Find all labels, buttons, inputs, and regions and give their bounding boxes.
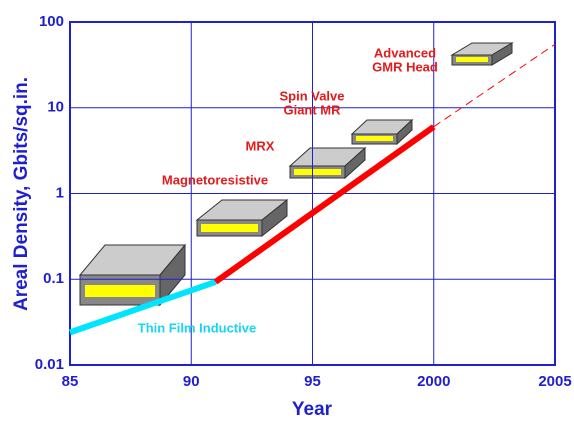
series-line <box>433 43 556 128</box>
x-axis-title: Year <box>292 399 333 420</box>
series-label: Thin Film Inductive <box>138 320 256 335</box>
series-line <box>69 279 217 336</box>
x-tick-label: 2000 <box>417 373 450 390</box>
x-tick-label: 90 <box>183 373 200 390</box>
y-axis-title: Areal Density, Gbits/sq.in. <box>11 77 32 311</box>
x-tick-label: 85 <box>62 373 79 390</box>
x-tick-label: 2005 <box>538 373 571 390</box>
annotation: Spin Valve <box>279 88 344 103</box>
head-icons <box>78 42 514 307</box>
plot-frame <box>69 21 556 366</box>
annotation: Advanced <box>374 45 436 60</box>
annotation: Giant MR <box>283 102 341 117</box>
y-tick-label: 0.1 <box>43 270 64 287</box>
y-tick-label: 10 <box>47 99 64 116</box>
annotation: MRX <box>246 138 275 153</box>
annotation: Magnetoresistive <box>162 172 268 187</box>
x-tick-label: 95 <box>304 373 321 390</box>
y-tick-label: 0.01 <box>35 356 64 373</box>
series-line <box>213 124 436 285</box>
y-tick-label: 1 <box>56 184 64 201</box>
annotation: GMR Head <box>372 59 438 74</box>
y-tick-label: 100 <box>39 13 64 30</box>
